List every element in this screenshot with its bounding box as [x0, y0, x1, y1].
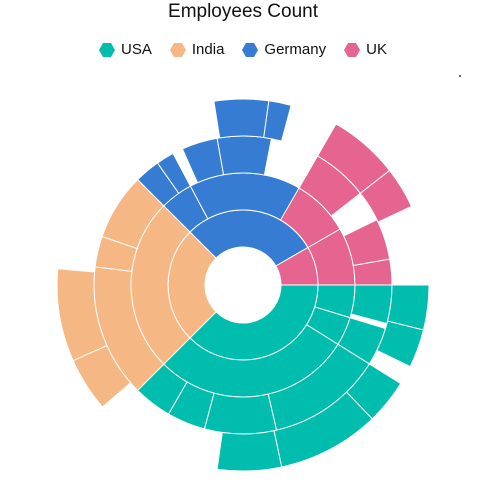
segment-germany-level3-27[interactable]: [156, 152, 192, 194]
segment-usa-level4-14[interactable]: [216, 430, 283, 472]
legend-swatch-germany: [242, 43, 259, 57]
segment-uk-level4-40[interactable]: [359, 169, 413, 223]
legend-swatch-india: [169, 43, 186, 57]
chart-legend: USA India Germany UK: [0, 40, 486, 60]
legend-item-india[interactable]: India: [169, 40, 225, 60]
legend-label-usa: USA: [121, 41, 152, 58]
legend-swatch-uk: [344, 43, 361, 57]
legend-label-uk: UK: [366, 41, 387, 58]
segment-uk-level3-38[interactable]: [352, 258, 393, 286]
legend-swatch-usa: [99, 43, 116, 57]
legend-item-usa[interactable]: USA: [99, 40, 152, 60]
segment-usa-level3-4[interactable]: [350, 284, 393, 325]
legend-label-germany: Germany: [264, 41, 327, 58]
segment-india-level4-21[interactable]: [56, 268, 108, 362]
segment-usa-level4-11[interactable]: [376, 320, 425, 368]
segment-germany-level4-30[interactable]: [213, 98, 270, 139]
legend-label-india: India: [191, 41, 225, 58]
legend-item-germany[interactable]: Germany: [242, 40, 326, 60]
segment-germany-level3-28[interactable]: [181, 137, 225, 184]
segment-germany-level4-31[interactable]: [263, 100, 292, 142]
legend-item-uk[interactable]: UK: [344, 40, 387, 60]
decorative-dot: [459, 75, 461, 77]
segment-usa-level3-7[interactable]: [203, 392, 278, 435]
chart-title: Employees Count: [168, 1, 318, 22]
segment-germany-level3-29[interactable]: [216, 135, 273, 176]
